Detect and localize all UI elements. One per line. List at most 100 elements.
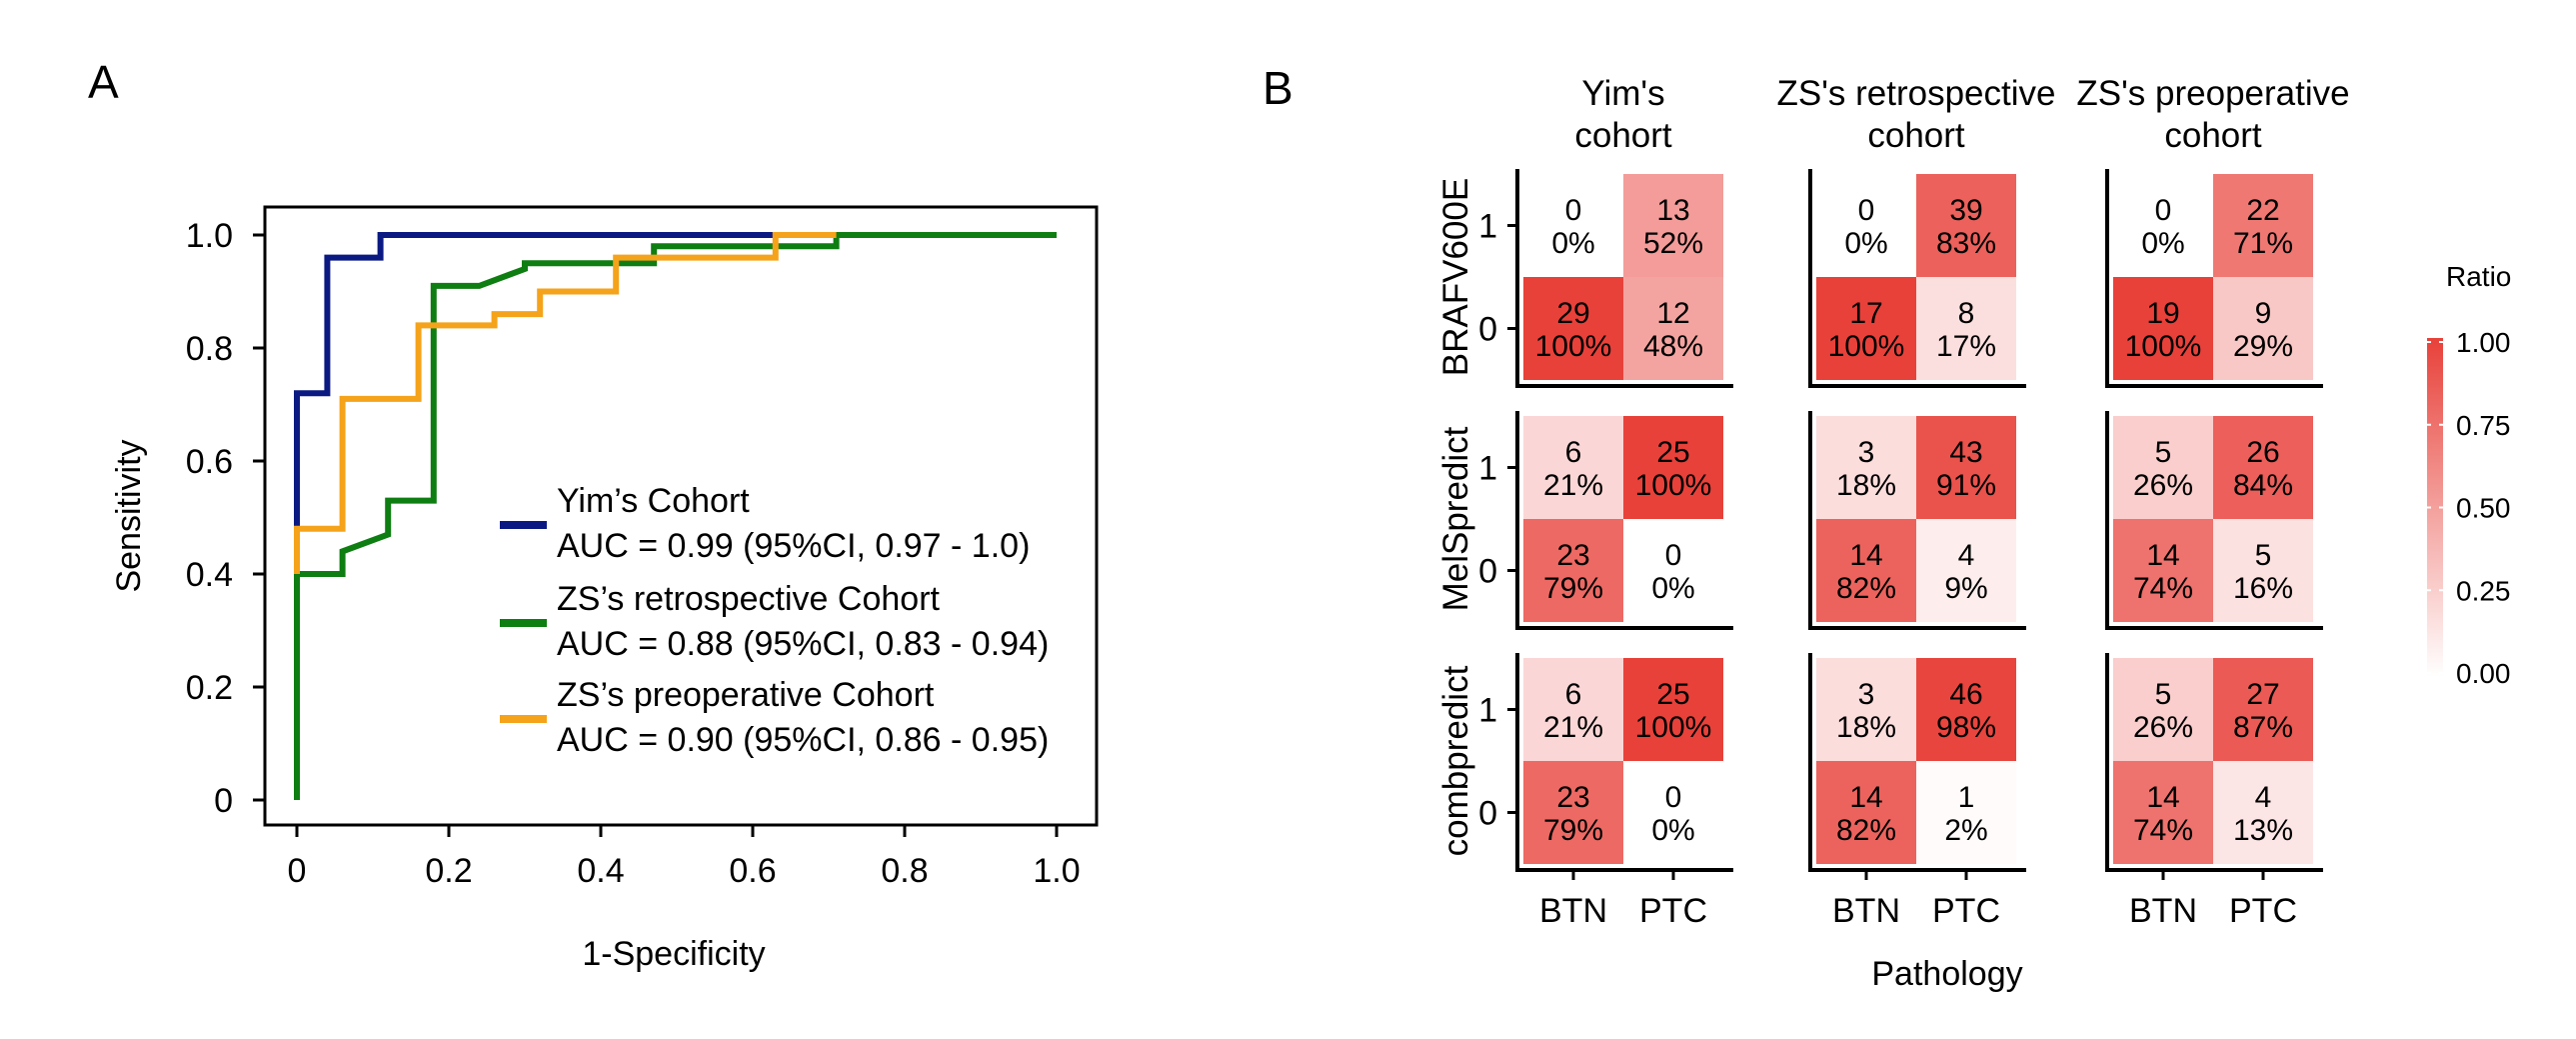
facet-axis-lines [1808,411,2026,630]
colorbar-title: Ratio [2446,261,2511,292]
heatmap-cell [1523,761,1623,864]
roc-chart: 0 0.2 0.4 0.6 0.8 1.0 0 0.2 0.4 0.6 0.8 1.0 1-Specif… [110,205,1099,973]
facet-row-title: combpredict [1436,665,1475,856]
heatmap-cell [1916,174,2016,277]
cell-count: 26 [2246,436,2279,469]
legend-series-name: ZS’s preoperative Cohort [557,676,935,714]
heatmap-cell [1623,761,1723,864]
cell-percent: 100% [1828,330,1905,363]
cell-count: 43 [1949,436,1982,469]
y-category-label: 0 [1478,553,1497,591]
cell-count: 0 [1565,194,1582,227]
heatmap-cell [2213,519,2313,622]
x-category-label: BTN [1832,892,1900,930]
cell-percent: 100% [2125,330,2202,363]
panel-label-b: B [1263,62,1293,114]
cell-percent: 84% [2233,469,2293,502]
x-category-label: PTC [2229,892,2297,930]
cell-count: 25 [1656,678,1689,711]
cell-count: 39 [1949,194,1982,227]
cell-percent: 91% [1936,469,1996,502]
cell-percent: 74% [2133,814,2193,847]
heatmap-cell [2113,761,2213,864]
x-tick-label: 0.6 [729,852,776,890]
cell-percent: 100% [1635,469,1712,502]
cell-percent: 82% [1836,572,1896,605]
cell-count: 4 [1958,539,1975,572]
heatmap-cell [1523,277,1623,380]
cell-count: 19 [2146,297,2179,330]
heatmap-cell [1816,519,1916,622]
x-category-label: PTC [1932,892,2000,930]
y-tick-label: 0.4 [186,556,233,594]
cell-percent: 2% [1944,814,1987,847]
panel-label-a: A [88,56,119,108]
cell-percent: 17% [1936,330,1996,363]
colorbar-tick-label: 0.50 [2456,493,2511,524]
cell-count: 9 [2255,297,2272,330]
y-category-label: 0 [1478,795,1497,833]
cell-count: 14 [1849,539,1882,572]
cell-count: 17 [1849,297,1882,330]
heatmap-cell [2113,416,2213,519]
y-tick-label: 1.0 [186,217,233,255]
cell-count: 12 [1656,297,1689,330]
heatmap-cell [1816,277,1916,380]
heatmap-cell [1816,416,1916,519]
facet-column-title: Yim's cohort [1574,74,1672,155]
heatmap-cell [2113,174,2213,277]
x-tick-label: 1.0 [1033,852,1080,890]
cell-count: 23 [1556,539,1589,572]
facet-axis-lines [1808,653,2026,872]
colorbar-tick-label: 0.75 [2456,410,2511,441]
cell-percent: 21% [1543,469,1603,502]
cell-count: 0 [1665,781,1682,814]
cell-count: 46 [1949,678,1982,711]
cell-count: 3 [1858,436,1875,469]
roc-curve-series-3 [294,232,837,574]
x-tick-label: 0.4 [577,852,624,890]
colorbar-gradient [2427,338,2443,677]
y-tick-label: 0.6 [186,443,233,481]
ratio-colorbar: Ratio 1.00 0.75 0.50 0.25 0.00 [2427,261,2511,689]
cell-count: 6 [1565,678,1582,711]
facet-axis-lines [1808,169,2026,388]
x-axis-title: Pathology [1871,955,2022,993]
facet-axis-lines [1515,411,1733,630]
heatmap-cell [1916,416,2016,519]
cell-count: 14 [1849,781,1882,814]
x-category-label: BTN [1539,892,1607,930]
heatmap-cell [1916,761,2016,864]
colorbar-tick-label: 1.00 [2456,327,2511,358]
x-tick-label: 0 [288,852,307,890]
cell-percent: 82% [1836,814,1896,847]
cell-percent: 26% [2133,711,2193,744]
heatmap-cell [1816,174,1916,277]
legend-auc-label: AUC = 0.99 (95%CI, 0.97 - 1.0) [557,527,1030,565]
colorbar-tick-label: 0.25 [2456,575,2511,606]
cell-count: 5 [2255,539,2272,572]
heatmap-cell [1523,658,1623,761]
facet-axis-lines [2105,411,2323,630]
cell-percent: 79% [1543,572,1603,605]
cell-percent: 0% [1844,227,1887,260]
y-category-label: 1 [1478,450,1497,488]
cell-percent: 48% [1643,330,1703,363]
heatmap-cell [2213,658,2313,761]
cell-count: 8 [1958,297,1975,330]
facet-axis-lines [2105,653,2323,872]
x-tick-label: 0.8 [881,852,928,890]
cell-count: 1 [1958,781,1975,814]
heatmap-cell [1816,658,1916,761]
facet-axis-lines [1515,653,1733,872]
heatmap-cell [2113,277,2213,380]
cell-count: 0 [2155,194,2172,227]
y-tick-label: 0.8 [186,330,233,368]
heatmap-cell [1916,658,2016,761]
cell-count: 13 [1656,194,1689,227]
heatmap-cell [2213,416,2313,519]
cell-percent: 52% [1643,227,1703,260]
legend-auc-label: AUC = 0.90 (95%CI, 0.86 - 0.95) [557,721,1049,759]
facet-row-title: MelSpredict [1436,426,1475,611]
